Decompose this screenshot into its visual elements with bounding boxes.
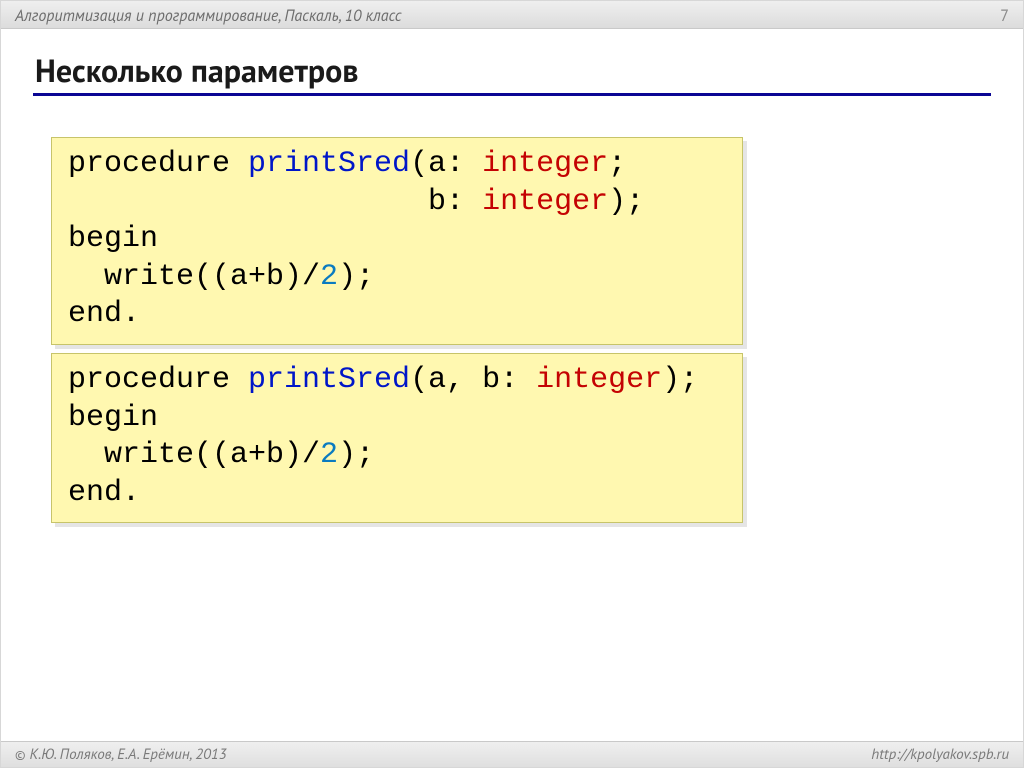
page-number: 7	[1000, 6, 1009, 26]
code-type: integer	[482, 185, 608, 219]
top-bar: Алгоритмизация и программирование, Паска…	[1, 1, 1023, 29]
footer-url: http://kpolyakov.spb.ru	[871, 745, 1009, 764]
copyright-icon: ©	[15, 746, 25, 763]
code-block-1: procedure printSred(a: integer; b: integ…	[51, 137, 743, 345]
code-identifier: printSred	[248, 363, 410, 397]
title-rule	[33, 93, 991, 96]
slide-title: Несколько параметров	[35, 49, 359, 91]
code-block-2: procedure printSred(a, b: integer); begi…	[51, 353, 743, 523]
code-number: 2	[320, 438, 338, 472]
code-identifier: printSred	[248, 147, 410, 181]
code-type: integer	[536, 363, 662, 397]
footer-copyright: К.Ю. Поляков, Е.А. Ерёмин, 2013	[29, 745, 226, 764]
code-type: integer	[482, 147, 608, 181]
course-title: Алгоритмизация и программирование, Паска…	[15, 6, 401, 26]
code-number: 2	[320, 260, 338, 294]
footer-bar: © К.Ю. Поляков, Е.А. Ерёмин, 2013 http:/…	[1, 741, 1023, 767]
slide: Алгоритмизация и программирование, Паска…	[0, 0, 1024, 768]
